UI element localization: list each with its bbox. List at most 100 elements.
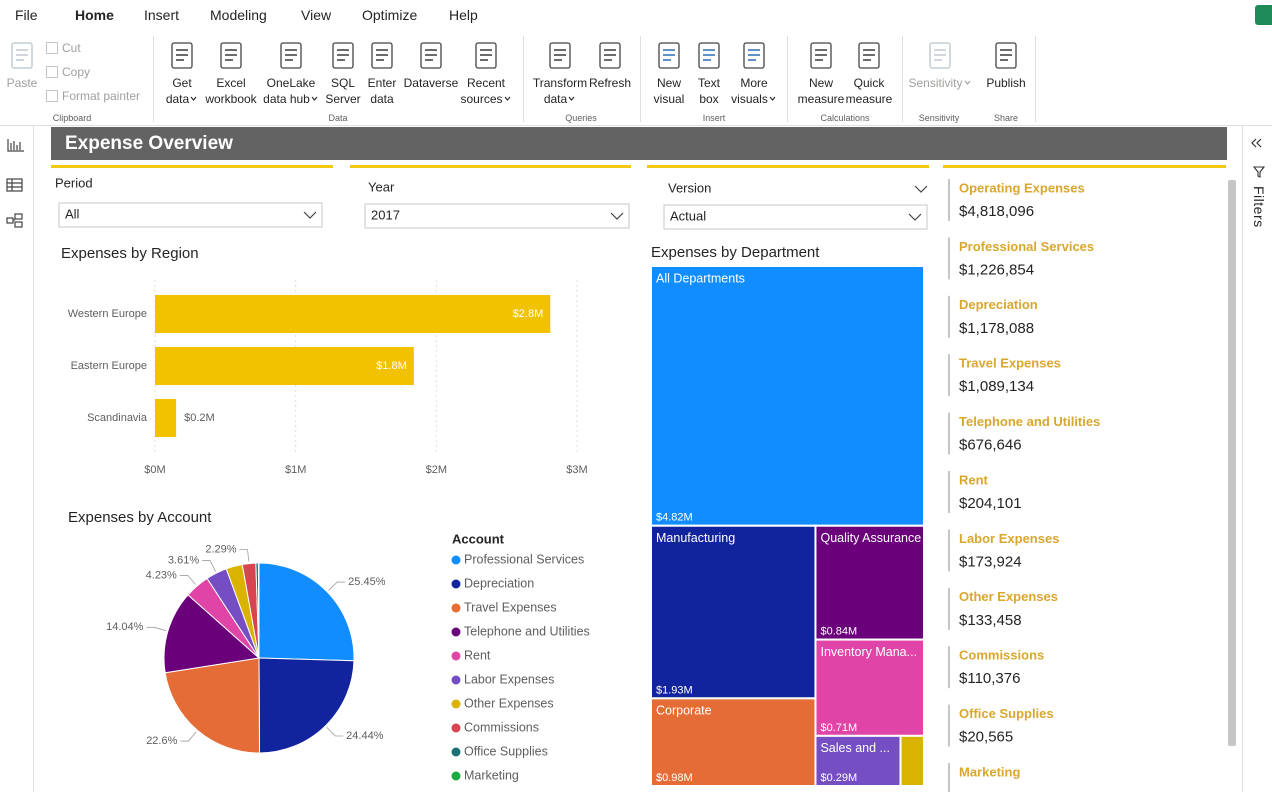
tile-label: Inventory Mana...: [820, 645, 917, 659]
slicer-label: Version: [668, 180, 711, 195]
legend-label: Commissions: [464, 720, 539, 734]
ribbon-button[interactable]: Transform data: [525, 38, 595, 116]
ribbon-button[interactable]: Dataverse: [396, 38, 466, 116]
ribbon-icon: [599, 42, 621, 69]
dropdown-caret: [568, 96, 575, 101]
menu-item[interactable]: View: [301, 7, 332, 23]
view-icons[interactable]: [0, 126, 33, 246]
filters-pane[interactable]: Filters: [1242, 126, 1272, 792]
ribbon-button[interactable]: Recent sources: [451, 38, 521, 116]
dropdown-caret: [964, 80, 970, 85]
treemap-tile: [899, 734, 925, 788]
y-tick-label: Eastern Europe: [71, 360, 147, 372]
ribbon-button[interactable]: Quick measure: [834, 38, 904, 116]
card-label: Depreciation: [959, 297, 1038, 312]
header-chevron: [914, 185, 928, 193]
ribbon-label-row: SQL: [308, 75, 378, 91]
ribbon-label-row: box: [674, 91, 744, 107]
card-value: $133,458: [959, 612, 1022, 629]
ribbon-button[interactable]: More visuals: [719, 38, 789, 116]
ribbon-button[interactable]: Paste: [0, 38, 57, 116]
data-label: $0.2M: [184, 412, 215, 424]
tile-value: $0.98M: [656, 772, 693, 784]
bar: [155, 399, 177, 437]
menu-item[interactable]: Help: [449, 7, 478, 23]
card-accent: [948, 646, 950, 689]
legend-label: Professional Services: [464, 552, 584, 566]
ribbon-button[interactable]: Sensitivity: [905, 38, 975, 116]
menu-item[interactable]: Optimize: [362, 7, 418, 23]
slicer-dropdown[interactable]: [364, 203, 630, 229]
ribbon-icon: [995, 42, 1017, 69]
menu-item[interactable]: File: [15, 7, 38, 23]
tile-label: Sales and ...: [820, 741, 890, 755]
ribbon-icon: [280, 42, 302, 69]
ribbon-small-button[interactable]: Copy: [46, 64, 90, 80]
y-tick-label: Western Europe: [68, 308, 147, 320]
dropdown-chevron: [610, 212, 624, 220]
ribbon-small-button[interactable]: Cut: [46, 40, 81, 56]
ribbon-button[interactable]: New measure: [786, 38, 856, 116]
ribbon-label: Publish: [986, 76, 1026, 90]
filters-icons[interactable]: [1243, 126, 1272, 186]
ribbon-separator: [523, 36, 524, 122]
ribbon-label-row: Paste: [0, 75, 57, 91]
ribbon-label-row: Enter: [347, 75, 417, 91]
filters-label[interactable]: Filters: [1251, 186, 1267, 228]
card-label: Operating Expenses: [959, 180, 1085, 195]
ribbon-icon: [220, 42, 242, 69]
ribbon-icon: [332, 42, 354, 69]
pie-slice: [258, 562, 355, 662]
menu-item[interactable]: Modeling: [210, 7, 267, 23]
card-label: Professional Services: [959, 239, 1094, 254]
view-sidebar: [0, 126, 34, 792]
slicer-value: Actual: [670, 208, 706, 223]
ribbon-label: Transform: [532, 76, 588, 90]
data-label: 2.29%: [205, 544, 236, 556]
app-icon[interactable]: [1255, 5, 1272, 25]
ribbon-icon: [810, 42, 832, 69]
ribbon-separator: [787, 36, 788, 122]
ribbon-label: data: [370, 92, 394, 106]
ribbon-button[interactable]: OneLake data hub: [256, 38, 326, 116]
y-tick-label: Scandinavia: [87, 412, 148, 424]
ribbon-group-label: Insert: [702, 113, 726, 123]
ribbon-group-label: Calculations: [820, 113, 870, 123]
ribbon-small-button[interactable]: Format painter: [46, 88, 140, 104]
treemap-tile: [650, 265, 925, 527]
small-label: Copy: [62, 65, 91, 79]
ribbon-label: measure: [845, 92, 893, 106]
card-accent: [948, 179, 950, 221]
legend-label: Labor Expenses: [464, 672, 554, 686]
slicer-dropdown[interactable]: [663, 204, 928, 230]
ribbon-label-row: More: [719, 75, 789, 91]
card-label: Marketing: [959, 764, 1020, 779]
dropdown-chevron: [303, 211, 317, 219]
small-icon: [46, 90, 58, 102]
small-icon: [46, 42, 58, 54]
ribbon-button[interactable]: SQL Server: [308, 38, 378, 116]
ribbon-button[interactable]: Refresh: [575, 38, 645, 116]
ribbon-group-label: Sensitivity: [918, 113, 960, 123]
ribbon-label-row: Text: [674, 75, 744, 91]
ribbon-group-label: Share: [993, 113, 1019, 123]
treemap-tile: [650, 697, 817, 787]
legend-swatch: [451, 627, 461, 637]
ribbon-button[interactable]: Get data: [147, 38, 217, 116]
ribbon-separator: [1035, 36, 1036, 122]
legend-label: Travel Expenses: [464, 600, 557, 614]
pie-slice: [164, 657, 261, 754]
card-accent: [948, 295, 950, 338]
legend-swatch: [451, 747, 461, 757]
card-value: $20,565: [959, 729, 1013, 746]
ribbon-button[interactable]: Publish: [971, 38, 1041, 116]
legend-label: Telephone and Utilities: [464, 624, 590, 638]
ribbon-button[interactable]: Enter data: [347, 38, 417, 116]
ribbon-button[interactable]: New visual: [634, 38, 704, 116]
ribbon-group-label: Clipboard: [52, 113, 92, 123]
ribbon-button[interactable]: Text box: [674, 38, 744, 116]
menu-item[interactable]: Home: [75, 7, 114, 23]
slicer-dropdown[interactable]: [58, 202, 323, 228]
ribbon-button[interactable]: Excel workbook: [196, 38, 266, 116]
menu-item[interactable]: Insert: [144, 7, 180, 23]
